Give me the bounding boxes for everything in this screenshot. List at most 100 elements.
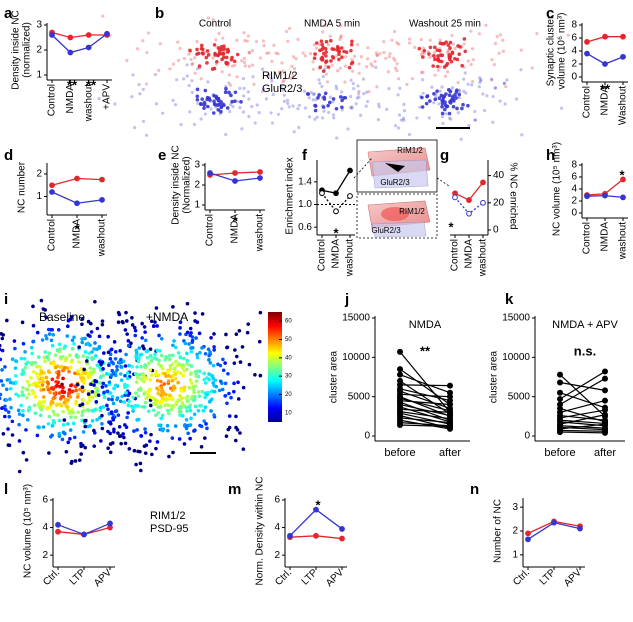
localization — [51, 333, 56, 337]
localization — [236, 99, 240, 104]
localization — [185, 409, 189, 413]
localization — [44, 315, 49, 320]
localization — [327, 100, 332, 105]
axis-label: NC volume (10⁵ nm³) — [552, 142, 563, 236]
localization — [285, 98, 290, 102]
localization — [502, 81, 506, 86]
localization — [189, 371, 193, 375]
localization — [421, 70, 425, 74]
localization — [98, 365, 102, 370]
localization — [95, 347, 99, 352]
localization — [451, 104, 456, 109]
localization — [179, 389, 184, 393]
localization — [437, 96, 442, 101]
pair-line — [399, 411, 451, 420]
localization — [125, 58, 129, 63]
localization — [92, 444, 97, 448]
localization — [94, 400, 99, 404]
localization — [365, 90, 369, 94]
localization — [27, 392, 31, 396]
localization — [188, 110, 192, 114]
localization — [398, 86, 402, 90]
localization — [142, 346, 146, 351]
localization — [180, 401, 185, 405]
localization — [162, 382, 166, 386]
localization — [135, 380, 139, 384]
x-tick-label: NMDA — [464, 239, 475, 269]
localization — [177, 437, 182, 441]
localization — [170, 405, 175, 409]
localization — [234, 425, 238, 430]
localization — [357, 89, 361, 94]
localization — [50, 343, 55, 348]
localization — [93, 354, 98, 358]
localization — [56, 328, 61, 332]
localization — [33, 394, 38, 399]
localization — [180, 366, 185, 370]
localization — [149, 403, 153, 408]
localization — [199, 445, 204, 449]
localization — [342, 96, 346, 100]
localization — [520, 133, 524, 137]
localization — [138, 468, 143, 473]
localization — [448, 40, 453, 45]
localization — [123, 364, 128, 368]
localization — [229, 395, 233, 400]
localization — [60, 382, 64, 387]
localization — [312, 92, 316, 96]
localization — [334, 107, 339, 111]
localization — [142, 325, 147, 329]
localization — [135, 365, 139, 369]
localization — [447, 52, 451, 57]
localization — [232, 59, 237, 64]
localization — [70, 338, 75, 343]
annotation: ** — [86, 77, 97, 92]
localization — [98, 375, 103, 380]
panel-letter: b — [155, 5, 164, 22]
localization — [11, 381, 16, 385]
data-point — [397, 366, 403, 373]
localization — [321, 75, 325, 79]
localization — [188, 423, 193, 427]
data-point — [74, 200, 80, 207]
localization — [167, 357, 172, 362]
localization — [194, 379, 199, 383]
localization — [421, 91, 425, 95]
localization — [203, 351, 208, 356]
annotation: * — [448, 219, 454, 234]
localization — [134, 462, 138, 467]
localization — [297, 125, 301, 130]
localization — [129, 341, 133, 346]
localization — [470, 79, 475, 84]
panel-letter: h — [546, 147, 555, 164]
localization — [200, 346, 204, 350]
data-point — [397, 348, 403, 355]
localization — [154, 102, 159, 106]
localization — [58, 365, 63, 369]
localization — [21, 386, 25, 390]
localization — [191, 61, 195, 66]
localization — [392, 56, 396, 60]
localization — [194, 374, 198, 378]
localization — [106, 407, 110, 412]
localization — [441, 94, 446, 99]
localization — [112, 386, 116, 391]
localization — [79, 441, 83, 446]
localization — [374, 51, 379, 55]
annotation: * — [232, 213, 238, 228]
localization — [165, 369, 170, 374]
localization — [502, 81, 507, 85]
localization — [113, 102, 117, 106]
localization — [441, 121, 445, 125]
localization — [38, 401, 42, 406]
localization — [80, 322, 84, 327]
data-point — [602, 192, 608, 199]
localization — [415, 116, 419, 120]
data-point — [620, 194, 626, 201]
localization — [130, 364, 135, 369]
localization — [136, 394, 141, 398]
localization — [122, 435, 126, 440]
localization — [148, 347, 153, 351]
localization — [395, 69, 399, 73]
localization — [370, 64, 375, 68]
